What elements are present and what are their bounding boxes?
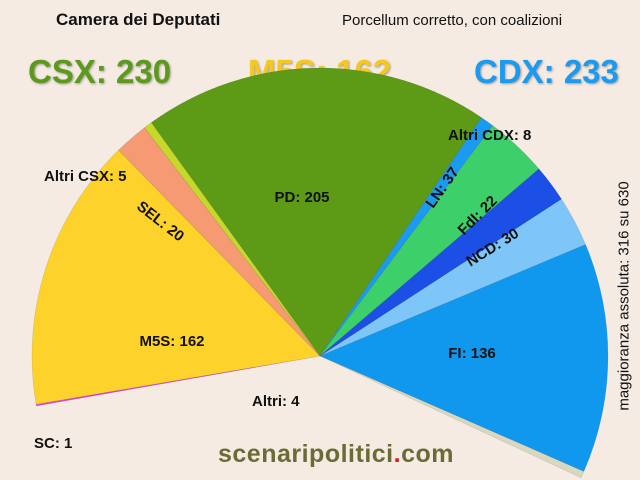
pie-slice-pd bbox=[150, 67, 482, 357]
site-dot: . bbox=[393, 440, 402, 468]
pie-slice-altri-csx bbox=[144, 122, 321, 357]
slice-label-sc: SC: 1 bbox=[34, 435, 72, 452]
pie-slice-ln bbox=[319, 125, 540, 357]
pie-slice-altri-cdx bbox=[319, 117, 494, 357]
slice-label-altri-cdx: Altri CDX: 8 bbox=[448, 127, 531, 144]
slice-label-altri: Altri: 4 bbox=[252, 393, 300, 410]
site-watermark: scenaripolitici.com bbox=[218, 440, 454, 469]
pie-slice-fdi bbox=[319, 168, 562, 357]
slice-label-pd: PD: 205 bbox=[274, 189, 329, 206]
pie-slice-altri bbox=[319, 355, 585, 479]
site-name: scenaripolitici bbox=[218, 440, 394, 468]
chart-subtitle: Porcellum corretto, con coalizioni bbox=[342, 12, 563, 29]
pie-slice-fi bbox=[319, 244, 609, 472]
pie-slice-sc bbox=[35, 355, 321, 407]
pie-slice-m5s bbox=[31, 149, 321, 405]
total-cdx: CDX: 233 bbox=[474, 53, 619, 90]
chart-title: Camera dei Deputati bbox=[56, 10, 221, 29]
pie-slice-ncd bbox=[319, 198, 586, 357]
site-tld: com bbox=[401, 440, 454, 468]
total-csx: CSX: 230 bbox=[28, 53, 172, 90]
pie-slice-sel bbox=[118, 127, 321, 357]
slice-label-fi: FI: 136 bbox=[448, 345, 496, 362]
slice-label-altri-csx: Altri CSX: 5 bbox=[44, 168, 127, 185]
slice-label-m5s: M5S: 162 bbox=[139, 333, 204, 350]
majority-note: maggioranza assoluta: 316 su 630 bbox=[615, 181, 633, 411]
